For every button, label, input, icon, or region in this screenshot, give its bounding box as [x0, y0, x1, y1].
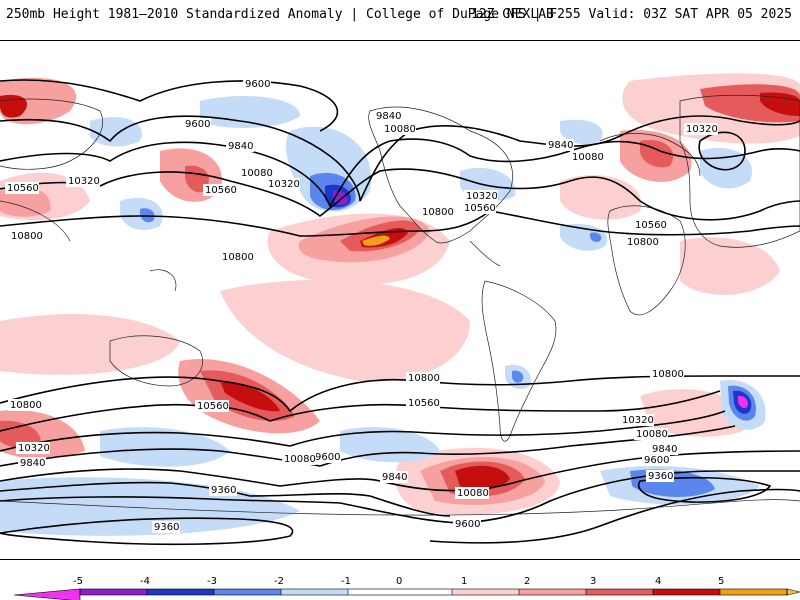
- colorbar-segment: [348, 589, 452, 595]
- contour-label: 10800: [222, 252, 254, 263]
- colorbar-scale: -5 -4 -3 -2 -1 0 1 2 3 4 5: [13, 576, 800, 600]
- colorbar-tick-label: 0: [396, 576, 402, 587]
- contour-label: 10560: [464, 203, 496, 214]
- colorbar-arrow-right: [786, 588, 800, 596]
- map-header: 250mb Height 1981–2010 Standardized Anom…: [0, 0, 800, 40]
- contour-label: 10800: [422, 207, 454, 218]
- anomaly-shading: [0, 73, 800, 536]
- contour-label: 9360: [211, 485, 236, 496]
- colorbar-tick-label: 5: [718, 576, 724, 587]
- colorbar-tick-label: -1: [341, 576, 351, 587]
- colorbar-tick-label: 2: [524, 576, 530, 587]
- contour-label: 10080: [384, 124, 416, 135]
- contour-label: 10800: [10, 400, 42, 411]
- colorbar-segment: [214, 589, 281, 595]
- contour-label: 10320: [68, 176, 100, 187]
- colorbar-tick-label: -3: [207, 576, 217, 587]
- contour-label: 10560: [408, 398, 440, 409]
- contour-label: 10080: [241, 168, 273, 179]
- colorbar-segment: [281, 589, 348, 595]
- contour-label: 10320: [622, 415, 654, 426]
- contour-label: 10800: [627, 237, 659, 248]
- model-run-info: 12Z GFS | F255 Valid: 03Z SAT APR 05 202…: [471, 7, 792, 22]
- contour-label: 10800: [11, 231, 43, 242]
- contour-label: 9600: [455, 519, 480, 530]
- contour-label: 9840: [548, 140, 573, 151]
- contour-label: 10080: [572, 152, 604, 163]
- map-panel: 9600 9600 9840 9840 10080 10080 10320 10…: [0, 40, 800, 560]
- colorbar-tick-label: 4: [655, 576, 661, 587]
- colorbar-tick-label: -5: [73, 576, 83, 587]
- contour-label: 9600: [245, 79, 270, 90]
- contour-label: 9840: [382, 472, 407, 483]
- contour-labels: 9600 9600 9840 9840 10080 10080 10320 10…: [5, 78, 718, 533]
- contour-label: 9600: [315, 452, 340, 463]
- contour-label: 10800: [408, 373, 440, 384]
- contour-label: 9840: [20, 458, 45, 469]
- colorbar-segment: [452, 589, 519, 595]
- contour-label: 10320: [686, 124, 718, 135]
- contour-label: 9840: [228, 141, 253, 152]
- contour-label: 10800: [652, 369, 684, 380]
- colorbar-segment: [147, 589, 214, 595]
- colorbar-segment: [519, 589, 586, 595]
- contour-label: 9360: [154, 522, 179, 533]
- contour-label: 10080: [457, 488, 489, 499]
- contour-label: 9360: [648, 471, 673, 482]
- map-title: 250mb Height 1981–2010 Standardized Anom…: [6, 7, 554, 22]
- colorbar-segment: [80, 589, 147, 595]
- contour-label: 9600: [185, 119, 210, 130]
- colorbar-tick-label: -2: [274, 576, 284, 587]
- contour-label: 10320: [466, 191, 498, 202]
- contour-label: 10080: [636, 429, 668, 440]
- contour-label: 9600: [644, 455, 669, 466]
- contour-label: 9840: [376, 111, 401, 122]
- contour-label: 10560: [7, 183, 39, 194]
- anomaly-map: 9600 9600 9840 9840 10080 10080 10320 10…: [0, 73, 800, 546]
- colorbar-tick-label: 1: [461, 576, 467, 587]
- contour-label: 10080: [284, 454, 316, 465]
- colorbar-segment: [720, 589, 787, 595]
- colorbar-tick-label: 3: [590, 576, 596, 587]
- colorbar-segment: [653, 589, 720, 595]
- colorbar-tick-label: -4: [140, 576, 150, 587]
- contour-label: 10560: [197, 401, 229, 412]
- contour-label: 10320: [268, 179, 300, 190]
- contour-label: 9840: [652, 444, 677, 455]
- colorbar-arrow-left: [13, 588, 81, 600]
- contour-label: 10560: [205, 185, 237, 196]
- colorbar-segment: [586, 589, 653, 595]
- coastlines: [0, 94, 800, 516]
- contour-label: 10560: [635, 220, 667, 231]
- colorbar: -5 -4 -3 -2 -1 0 1 2 3 4 5: [0, 560, 800, 600]
- colorbar-ticks: [79, 589, 788, 595]
- contour-label: 10320: [18, 443, 50, 454]
